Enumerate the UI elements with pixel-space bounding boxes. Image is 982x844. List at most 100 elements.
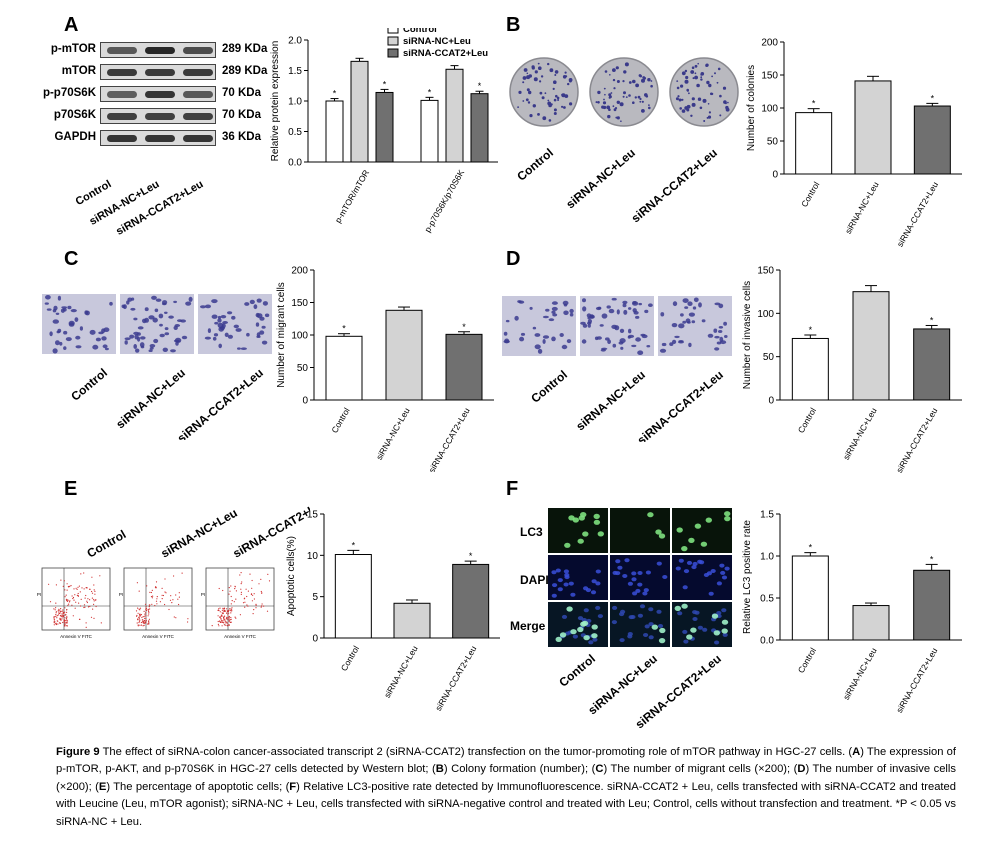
flow-event [247,605,249,607]
blot-row: GAPDH 36 KDa [48,130,278,148]
flow-event [226,612,228,614]
stained-cell [548,318,555,322]
flow-event [228,615,230,618]
significance-star: * [809,543,813,553]
colony-dot [675,97,679,101]
flow-event [53,616,55,619]
flow-event [144,615,146,617]
colony-dot [708,111,711,114]
stained-cell [618,341,624,345]
stained-cell [130,307,136,311]
if-nucleus [683,639,689,644]
colony-dot [638,74,642,77]
flow-event [64,611,66,613]
flow-event [142,625,144,627]
stained-cell [718,330,723,333]
stained-cell [607,339,611,344]
stained-cell [131,297,135,301]
colony-plates [509,57,739,127]
blot-strip [100,42,216,58]
bar [385,309,423,401]
colony-dot [719,94,722,98]
flow-event [100,622,102,624]
colony-dot [529,114,533,118]
flow-event [178,596,180,598]
flow-event [91,592,94,594]
flow-event [69,585,71,587]
colony-dot [608,96,611,99]
chart-a: 0.0 0.5 1.0 1.5 2.0 Relative protein expressi… [270,28,498,234]
if-nucleus [682,629,688,634]
colony-dot [553,112,557,115]
if-lc3-signal [555,636,562,642]
significance-star: * [930,315,934,325]
if-nucleus [686,560,693,565]
stained-cell [62,307,67,312]
stained-cell [180,319,187,323]
flow-event [224,615,226,617]
flow-event [228,618,230,620]
flow-event [71,595,73,597]
stained-cell [109,301,113,306]
flow-event [99,575,101,577]
stained-cell [124,337,131,341]
stained-cell [534,333,541,337]
flow-event [219,611,221,613]
flow-event [251,579,253,582]
blot-group-label-control: Control [74,178,114,208]
stained-cell [89,329,96,335]
caption-ref-b: B [435,763,444,776]
flow-event [230,603,232,605]
stained-cell [57,328,62,333]
if-nucleus [563,582,569,587]
colony-dot [602,105,607,110]
stained-cell [608,308,615,314]
significance-star: * [342,324,346,334]
flow-event [230,618,232,620]
colony-dot [602,101,607,105]
stained-cell [619,328,625,333]
flow-event [59,609,61,611]
flow-event [249,573,251,575]
stained-cell [698,302,702,308]
stained-cell [627,334,635,338]
significance-star: * [428,87,432,97]
colony-dot [684,69,688,73]
colony-plate-nc [589,57,659,127]
flow-event [164,578,166,580]
bar [791,555,829,641]
colony-dot [615,66,619,70]
y-axis-label: Number of colonies [746,65,757,151]
stained-cell [79,326,83,331]
if-nucleus [597,614,603,619]
stained-cell [162,347,168,352]
if-nucleus [631,577,637,582]
flow-event [228,593,230,595]
flow-event [170,595,172,597]
stained-cell [632,308,637,313]
if-lc3-signal [655,529,662,535]
flow-event [138,620,141,622]
colony-dot [639,100,642,103]
flow-event [141,616,143,619]
colony-dot [612,105,615,108]
flow-event [151,597,153,599]
if-nucleus [643,633,649,637]
if-nucleus [551,593,557,598]
colony-label-control: Control [514,146,556,184]
colony-dot [616,116,620,120]
flow-event [55,614,57,616]
stained-cell [671,323,678,328]
colony-dot [552,87,555,90]
stained-cell [129,334,135,339]
if-nucleus [563,569,569,574]
stained-cell [724,335,728,338]
flow-event [141,619,143,621]
stained-cell [227,334,233,339]
stained-cell [207,328,211,333]
stained-cell [95,337,101,342]
migration-image-nc [120,294,194,354]
stained-cell [102,344,108,349]
flow-event [55,602,57,604]
flow-event [261,592,263,594]
